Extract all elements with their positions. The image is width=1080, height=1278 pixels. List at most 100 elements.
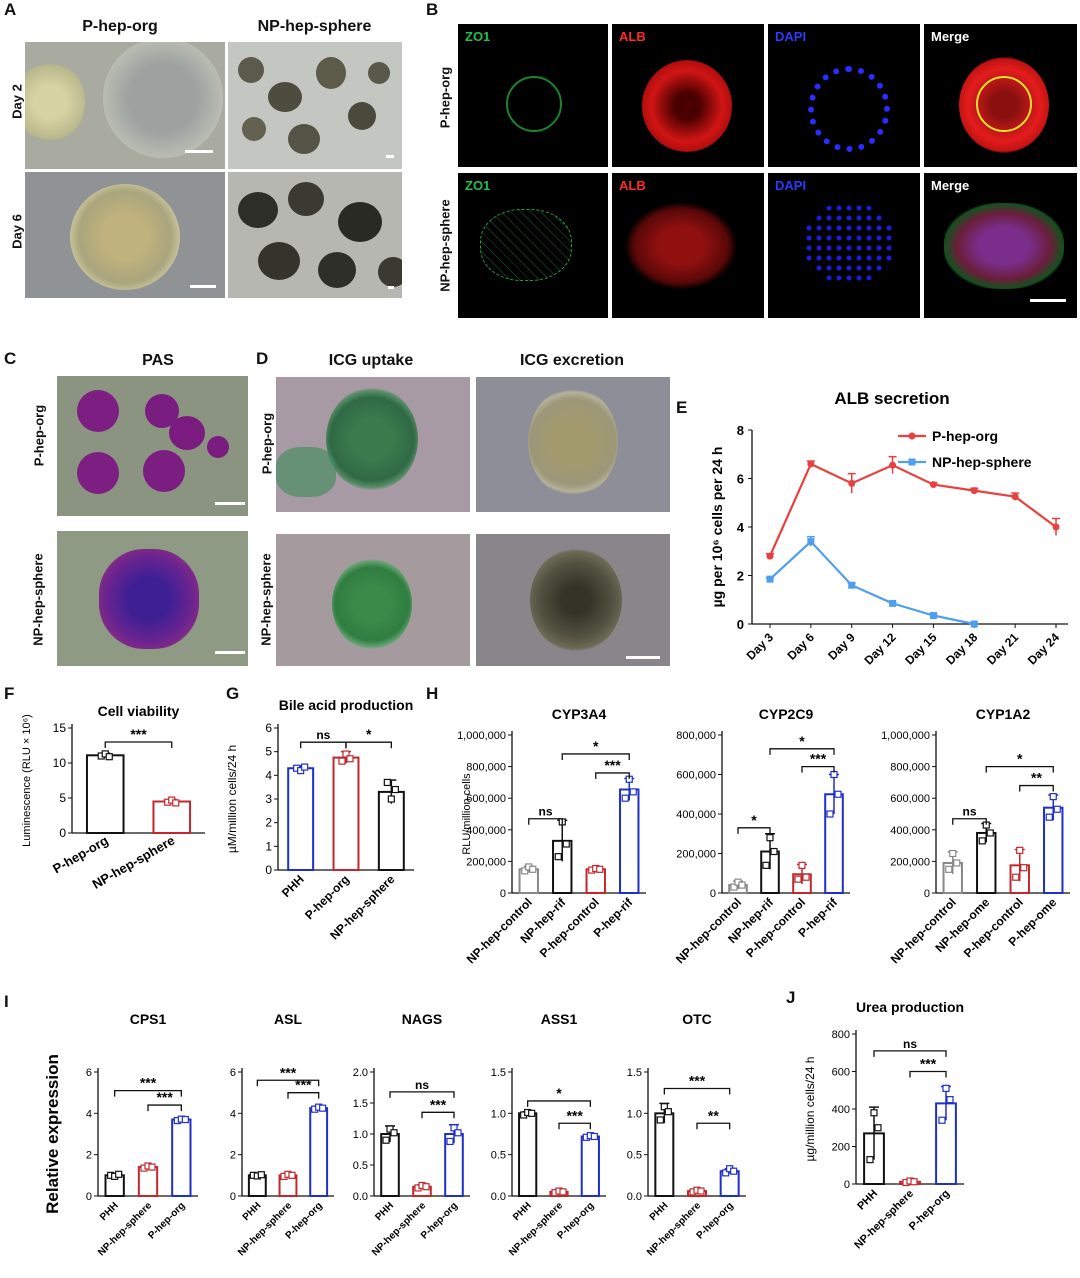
y-tick-label: 200,000	[890, 856, 930, 868]
data-point	[660, 1103, 668, 1111]
micrograph-icg-uptake-p-hep-org	[276, 377, 470, 512]
data-point	[596, 865, 604, 873]
y-tick-label: 4	[265, 768, 272, 782]
micrograph-icg-uptake-np-hep-sphere	[276, 534, 470, 666]
panel-letter-f: F	[4, 684, 15, 703]
data-point	[528, 1109, 536, 1117]
y-tick-label: 200,000	[466, 856, 506, 868]
x-tick-label: PHH	[648, 1200, 671, 1223]
significance-bracket	[873, 1050, 947, 1057]
chart-i5: OTC0.00.51.01.5PHHNP-hep-sphereP-hep-org…	[627, 1011, 746, 1258]
bar	[518, 1112, 538, 1197]
data-point	[383, 778, 391, 787]
data-point	[386, 1125, 394, 1133]
significance-label: *	[593, 738, 599, 754]
data-point	[946, 1096, 954, 1104]
micrograph-p-hep-org-day2	[25, 42, 225, 169]
chart-j: Urea production µg/million cells/24 h 0 200…	[803, 999, 964, 1251]
bar	[171, 1118, 192, 1197]
data-point	[1053, 805, 1061, 813]
channel-label-zo1-2: ZO1	[465, 178, 491, 193]
data-point	[454, 1129, 462, 1137]
data-point	[730, 883, 738, 891]
legend-label: P-hep-org	[932, 428, 998, 444]
y-tick-label: 8	[737, 423, 744, 438]
significance-bracket	[421, 1111, 455, 1119]
panel-a-row-label-2: Day 6	[9, 214, 25, 249]
data-point	[953, 859, 961, 867]
data-point	[866, 1156, 874, 1164]
bar	[152, 800, 192, 834]
y-tick-label: 0	[924, 888, 930, 900]
data-point	[1011, 493, 1019, 501]
y-tick-label: 0	[844, 1179, 850, 1191]
data-point	[172, 799, 180, 807]
chart-h2: CYP2C90200,000400,000600,000800,000NP-he…	[673, 706, 850, 965]
x-tick-label: NP-hep-sphere	[507, 1200, 565, 1258]
data-point	[986, 829, 994, 837]
data-point	[562, 840, 570, 848]
y-axis-label: Luminescence (RLU × 10⁶)	[21, 714, 33, 847]
x-tick-label: Day 9	[825, 630, 858, 663]
data-point	[301, 763, 309, 771]
data-point	[802, 873, 810, 881]
y-axis-label: RLU/million cells	[461, 773, 473, 855]
y-tick-label: 800,000	[890, 762, 930, 774]
panel-d-col-title-2: ICG excretion	[519, 352, 625, 369]
micrograph-pas-p-hep-org	[57, 376, 248, 516]
y-tick-label: 0	[737, 617, 744, 632]
y-tick-label: 1.0	[353, 1129, 368, 1141]
data-point	[929, 612, 937, 620]
significance-bracket	[1019, 784, 1054, 792]
legend-marker	[908, 458, 916, 466]
chart-e: ALB secretion µg per 10⁶ cells per 24 h 0 2…	[709, 389, 1068, 667]
data-point	[970, 487, 978, 495]
panel-letter-c: C	[4, 349, 17, 368]
data-point	[390, 1129, 398, 1137]
y-tick-label: 2	[86, 1150, 92, 1162]
significance-label: ***	[156, 1089, 173, 1105]
series-line	[769, 540, 975, 626]
chart-i3: NAGS0.00.51.01.52.0PHHNP-hep-sphereP-hep…	[353, 1011, 470, 1258]
channel-label-merge-2: Merge	[931, 178, 970, 193]
significance-label: ***	[566, 1107, 583, 1123]
significance-label: *	[799, 733, 805, 749]
bar	[287, 767, 315, 871]
significance-label: **	[1031, 770, 1042, 786]
y-tick-label: 4	[86, 1108, 92, 1120]
significance-bracket	[769, 748, 835, 755]
x-tick-label: Day 18	[943, 630, 980, 667]
panel-letter-d: D	[256, 349, 269, 368]
y-tick-label: 1,000,000	[457, 730, 506, 742]
data-point	[257, 1171, 265, 1179]
significance-bracket	[147, 1104, 182, 1112]
chart-h1: CYP3A4 RLU/million cells 0 200,000 400,000 60…	[457, 706, 646, 965]
y-tick-label: 1.5	[627, 1067, 642, 1079]
micrograph-p-hep-org-day6	[25, 172, 225, 298]
chart-title: OTC	[682, 1011, 712, 1027]
x-tick-label: PHH	[279, 872, 307, 900]
y-axis-label: µM/million cells/24 h	[228, 745, 239, 853]
y-tick-label: 0.5	[353, 1160, 368, 1172]
y-tick-label: 400,000	[466, 825, 506, 837]
y-tick-label: 2.0	[353, 1067, 368, 1079]
panel-b-row-label-2: NP-hep-sphere	[437, 199, 453, 292]
significance-bracket	[256, 1079, 320, 1087]
data-point	[697, 1187, 705, 1195]
x-tick-label: PHH	[373, 1200, 396, 1223]
y-tick-label: 6	[86, 1067, 92, 1079]
y-tick-label: 800,000	[676, 730, 716, 742]
channel-label-dapi-2: DAPI	[775, 178, 807, 193]
chart-f: Cell viability Luminescence (RLU × 10⁶) 0 5…	[21, 703, 205, 892]
data-point	[762, 861, 770, 869]
significance-label: ns	[316, 728, 330, 742]
data-point	[889, 461, 897, 469]
y-tick-label: 3	[265, 792, 272, 806]
data-point	[346, 755, 354, 763]
y-tick-label: 1.0	[627, 1108, 642, 1120]
data-point	[1045, 813, 1053, 821]
y-tick-label: 600,000	[890, 793, 930, 805]
significance-bracket	[300, 741, 347, 749]
panel-letter-g: G	[226, 684, 240, 703]
y-tick-label: 4	[230, 1108, 236, 1120]
